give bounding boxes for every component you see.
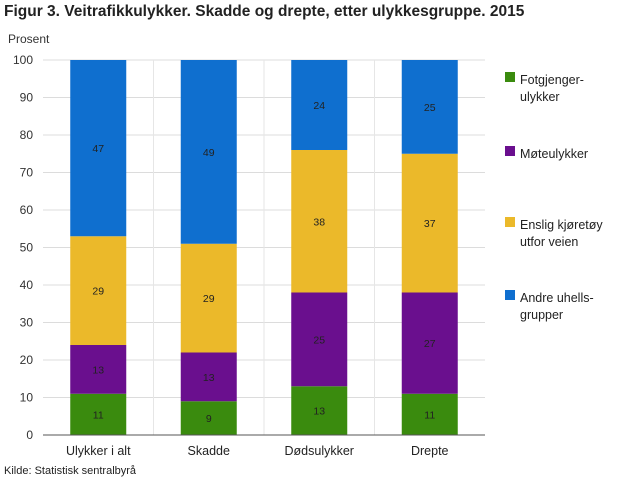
bar-segment xyxy=(180,352,237,402)
y-tick-label: 10 xyxy=(20,391,34,405)
data-label: 11 xyxy=(424,409,435,421)
data-label: 25 xyxy=(313,334,325,346)
data-label: 49 xyxy=(203,147,215,159)
y-tick-label: 50 xyxy=(20,241,34,255)
bar-segment xyxy=(401,393,458,435)
bar-segment xyxy=(180,60,237,244)
data-label: 47 xyxy=(92,143,104,155)
bar-segment xyxy=(180,243,237,353)
data-label: 29 xyxy=(203,293,215,305)
x-tick-label: Skadde xyxy=(188,444,230,458)
chart-title: Figur 3. Veitrafikkulykker. Skadde og dr… xyxy=(4,3,525,20)
data-label: 13 xyxy=(203,372,215,384)
x-tick-label: Ulykker i alt xyxy=(66,444,131,458)
bar-segment xyxy=(291,60,348,150)
data-label: 37 xyxy=(424,218,436,230)
y-tick-label: 80 xyxy=(20,128,34,142)
legend-label: Fotgjenger- xyxy=(520,73,584,87)
y-axis-label: Prosent xyxy=(8,32,50,46)
bar-segment xyxy=(70,345,127,394)
bars xyxy=(70,60,458,435)
data-label: 11 xyxy=(93,409,104,421)
y-tick-label: 90 xyxy=(20,91,34,105)
bar-segment xyxy=(401,292,458,394)
axes: Prosent 0 10 20 30 40 50 60 70 80 90 100 Ulykker i a… xyxy=(8,32,485,458)
y-tick-label: 100 xyxy=(13,53,33,67)
data-label: 25 xyxy=(424,102,436,114)
bar-segment xyxy=(180,401,237,435)
y-tick-label: 20 xyxy=(20,353,34,367)
legend-label: Møteulykker xyxy=(520,147,588,161)
legend-swatch xyxy=(505,146,515,156)
bar-segment xyxy=(401,60,458,154)
bar-segment xyxy=(70,236,127,345)
legend-swatch xyxy=(505,217,515,227)
legend-swatch xyxy=(505,290,515,300)
bar-segment xyxy=(401,153,458,293)
data-label: 29 xyxy=(92,286,104,298)
data-labels: 11 13 29 47 9 13 29 49 13 25 38 24 11 27 37 25 xyxy=(92,100,435,425)
data-label: 9 xyxy=(206,413,212,425)
bar-segment xyxy=(291,150,348,293)
legend-label: ulykker xyxy=(520,90,560,104)
bar-segment xyxy=(291,386,348,435)
legend-swatch xyxy=(505,72,515,82)
legend-label: Enslig kjøretøy xyxy=(520,218,603,232)
y-tick-label: 40 xyxy=(20,278,34,292)
x-tick-label: Drepte xyxy=(411,444,449,458)
y-tick-label: 0 xyxy=(26,428,33,442)
legend-label: Andre uhells- xyxy=(520,291,594,305)
legend-label: utfor veien xyxy=(520,235,578,249)
y-tick-label: 70 xyxy=(20,166,34,180)
data-label: 27 xyxy=(424,338,436,350)
bar-segment xyxy=(70,393,127,435)
bar-segment xyxy=(70,60,127,237)
data-label: 13 xyxy=(313,406,325,418)
y-tick-label: 60 xyxy=(20,203,34,217)
data-label: 38 xyxy=(313,216,325,228)
x-tick-label: Dødsulykker xyxy=(285,444,354,458)
legend-label: grupper xyxy=(520,308,563,322)
legend: Fotgjenger-ulykker Møteulykker Enslig kjør… xyxy=(505,72,603,322)
data-label: 24 xyxy=(313,100,325,112)
y-tick-label: 30 xyxy=(20,316,34,330)
bar-segment xyxy=(291,292,348,387)
source-note: Kilde: Statistisk sentralbyrå xyxy=(4,465,137,477)
data-label: 13 xyxy=(92,364,104,376)
